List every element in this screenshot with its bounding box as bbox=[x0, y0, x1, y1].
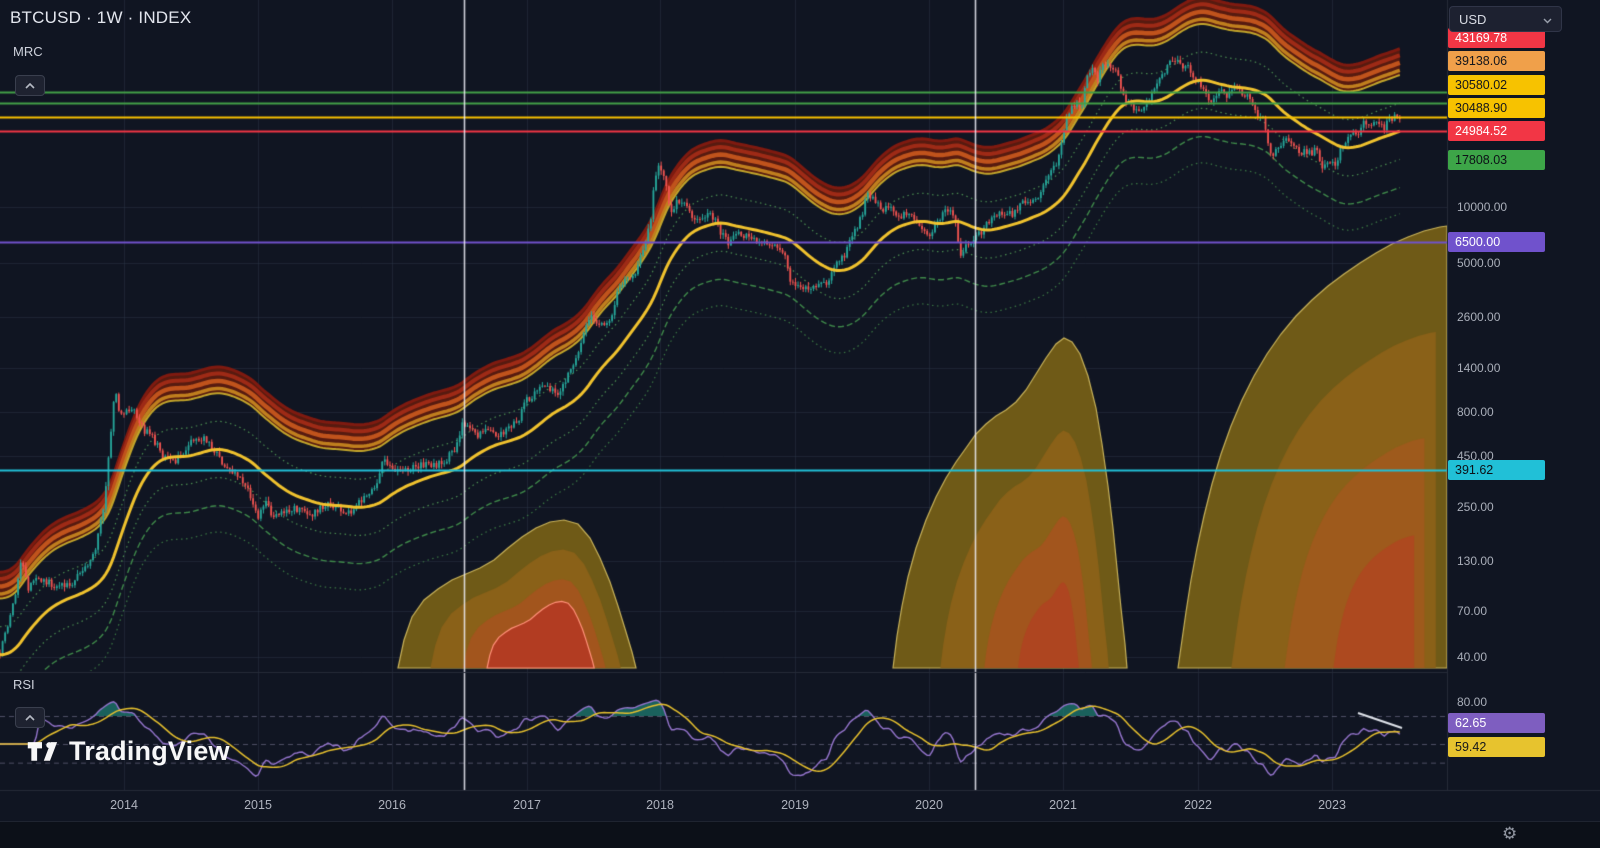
price-tick: 1400.00 bbox=[1457, 361, 1501, 375]
price-tick: 800.00 bbox=[1457, 405, 1494, 419]
price-line-label: 6500.00 bbox=[1448, 232, 1545, 252]
year-label: 2018 bbox=[646, 798, 674, 812]
price-tick: 70.00 bbox=[1457, 604, 1488, 618]
chevron-down-icon bbox=[1543, 12, 1552, 27]
price-line-label: 30580.02 bbox=[1448, 75, 1545, 95]
indicator-label-mrc[interactable]: MRC bbox=[13, 44, 43, 59]
indicator-label-rsi[interactable]: RSI bbox=[13, 677, 35, 692]
year-label: 2016 bbox=[378, 798, 406, 812]
pane-collapse-button-main[interactable] bbox=[15, 75, 45, 96]
time-axis[interactable]: 2014 2015 2016 2017 2018 2019 2020 2021 2022 2023 bbox=[0, 791, 1600, 820]
price-tick: 250.00 bbox=[1457, 500, 1494, 514]
price-line-label: 59.42 bbox=[1448, 737, 1545, 757]
price-tick: 2600.00 bbox=[1457, 310, 1501, 324]
price-line-label: 62.65 bbox=[1448, 713, 1545, 733]
year-label: 2019 bbox=[781, 798, 809, 812]
currency-label: USD bbox=[1459, 11, 1487, 27]
year-label: 2014 bbox=[110, 798, 138, 812]
year-label: 2020 bbox=[915, 798, 943, 812]
year-label: 2023 bbox=[1318, 798, 1346, 812]
tradingview-logo[interactable]: TradingView bbox=[26, 735, 230, 767]
price-line-label: 17808.03 bbox=[1448, 150, 1545, 170]
chevron-up-icon bbox=[25, 714, 35, 721]
year-label: 2022 bbox=[1184, 798, 1212, 812]
price-scale[interactable]: 10000.00 5000.00 2600.00 1400.00 800.00 450.0… bbox=[1447, 0, 1600, 790]
price-tick: 10000.00 bbox=[1457, 200, 1508, 214]
price-tick: 80.00 bbox=[1457, 695, 1488, 709]
tradingview-mark-icon bbox=[27, 742, 58, 761]
settings-gear-icon[interactable]: ⚙ bbox=[1502, 824, 1518, 843]
pane-collapse-button-rsi[interactable] bbox=[15, 707, 45, 728]
year-label: 2015 bbox=[244, 798, 272, 812]
price-tick: 450.00 bbox=[1457, 449, 1494, 463]
chevron-up-icon bbox=[25, 82, 35, 89]
bottom-bar: ⚙ bbox=[0, 821, 1600, 848]
price-line-label: 24984.52 bbox=[1448, 121, 1545, 141]
price-line-label: 30488.90 bbox=[1448, 98, 1545, 118]
currency-dropdown[interactable]: USD bbox=[1449, 6, 1562, 32]
price-tick: 5000.00 bbox=[1457, 256, 1501, 270]
price-tick: 40.00 bbox=[1457, 650, 1488, 664]
symbol-title[interactable]: BTCUSD · 1W · INDEX bbox=[10, 8, 192, 27]
year-label: 2021 bbox=[1049, 798, 1077, 812]
price-line-label: 391.62 bbox=[1448, 460, 1545, 480]
year-label: 2017 bbox=[513, 798, 541, 812]
price-tick: 130.00 bbox=[1457, 554, 1494, 568]
tradingview-wordmark: TradingView bbox=[69, 735, 230, 766]
price-line-label: 43169.78 bbox=[1448, 28, 1545, 48]
price-line-label: 39138.06 bbox=[1448, 51, 1545, 71]
